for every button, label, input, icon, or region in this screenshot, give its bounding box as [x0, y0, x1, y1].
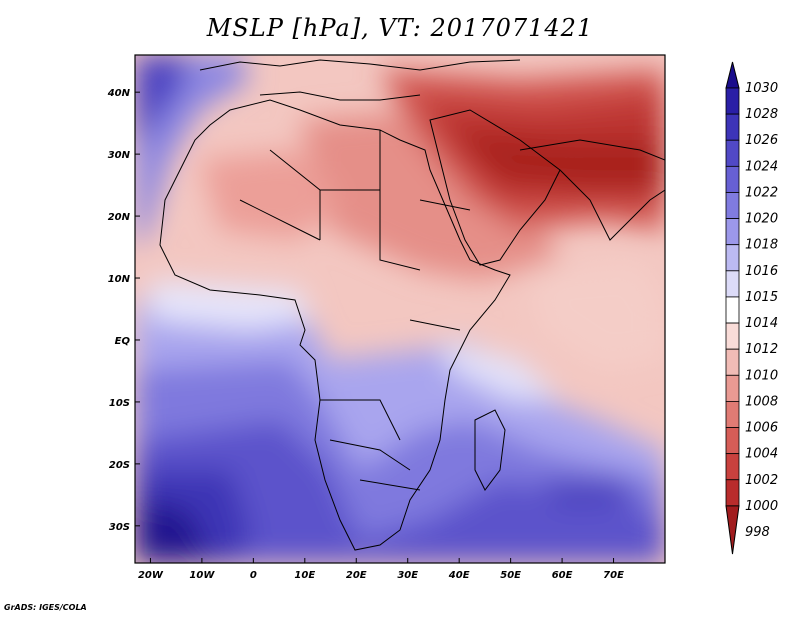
x-tick-label: 20E	[346, 570, 367, 581]
x-tick-label: 20W	[138, 570, 164, 581]
x-axis-ticks: 20W 10W 0 10E 20E 30E 40E 50E 60E 70E	[138, 558, 624, 581]
y-tick-label: 20S	[109, 460, 130, 471]
colorbar-swatch	[725, 87, 740, 115]
colorbar-label: 1014	[745, 316, 778, 331]
y-tick-label: 40N	[107, 88, 131, 99]
colorbar-swatch	[725, 374, 740, 402]
colorbar-swatch	[725, 322, 740, 350]
colorbar-label: 1006	[745, 421, 778, 436]
y-tick-label: 20N	[108, 212, 131, 223]
chart-title: MSLP [hPa], VT: 2017071421	[206, 14, 594, 42]
x-tick-label: 50E	[500, 570, 521, 581]
colorbar-swatch	[725, 113, 740, 141]
colorbar-label: 1020	[745, 212, 778, 227]
colorbar-swatch	[725, 139, 740, 167]
colorbar-swatch	[725, 427, 740, 455]
colorbar-label: 1008	[745, 394, 778, 409]
y-tick-label: EQ	[115, 336, 131, 347]
colorbar-label: 1024	[745, 159, 778, 174]
colorbar: 1030 1028 1026 1024 1022 1020 1018 1016 1015 1014…	[725, 61, 778, 555]
x-tick-label: 10E	[294, 570, 315, 581]
colorbar-label: 1016	[745, 264, 778, 279]
colorbar-label: 1002	[745, 473, 778, 488]
coastlines	[159, 59, 665, 551]
x-tick-label: 0	[250, 570, 257, 581]
colorbar-swatch	[725, 348, 740, 376]
colorbar-label: 998	[745, 525, 770, 540]
colorbar-swatch	[725, 401, 740, 428]
colorbar-top-arrow	[725, 61, 740, 89]
colorbar-swatch	[725, 453, 740, 481]
colorbar-swatch	[725, 218, 740, 246]
colorbar-swatch	[725, 270, 740, 298]
colorbar-swatch	[725, 479, 740, 507]
x-tick-label: 10W	[189, 570, 215, 581]
colorbar-swatch	[725, 244, 740, 272]
colorbar-label: 1000	[745, 499, 778, 514]
colorbar-label: 1018	[745, 238, 778, 253]
colorbar-bottom-arrow	[725, 505, 740, 555]
colorbar-label: 1004	[745, 447, 778, 462]
colorbar-label: 1026	[745, 133, 778, 148]
colorbar-label: 1030	[745, 81, 778, 96]
y-tick-label: 30S	[109, 522, 130, 533]
colorbar-label: 1022	[745, 185, 778, 200]
colorbar-swatch	[725, 296, 740, 324]
colorbar-swatch	[725, 192, 740, 219]
colorbar-label: 1012	[745, 342, 778, 357]
x-tick-label: 70E	[603, 570, 624, 581]
map-frame	[134, 54, 666, 564]
footer-credit: GrADS: IGES/COLA	[4, 603, 87, 612]
y-axis-ticks: 40N 30N 20N 10N EQ 10S 20S 30S	[107, 88, 140, 533]
y-tick-label: 10N	[108, 274, 131, 285]
x-tick-label: 30E	[397, 570, 418, 581]
x-tick-label: 40E	[448, 570, 470, 581]
colorbar-swatch	[725, 165, 740, 193]
colorbar-label: 1028	[745, 107, 778, 122]
colorbar-label: 1015	[745, 290, 778, 305]
x-tick-label: 60E	[552, 570, 573, 581]
y-tick-label: 30N	[108, 150, 131, 161]
colorbar-label: 1010	[745, 368, 778, 383]
y-tick-label: 10S	[109, 398, 130, 409]
